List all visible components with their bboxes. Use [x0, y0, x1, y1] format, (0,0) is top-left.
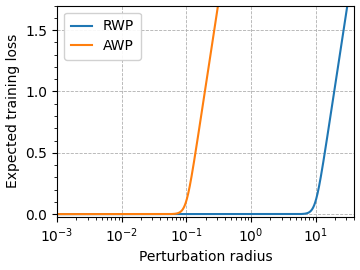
Line: RWP: RWP [57, 0, 355, 214]
AWP [182, 206, 186, 209]
AWP [169, 212, 173, 216]
RWP [55, 212, 59, 216]
RWP [314, 196, 319, 199]
RWP [106, 212, 111, 216]
Legend: RWP, AWP: RWP, AWP [64, 12, 141, 60]
RWP [169, 212, 173, 216]
RWP [182, 212, 186, 216]
Line: AWP: AWP [57, 0, 355, 214]
AWP [106, 212, 111, 216]
AWP [89, 212, 93, 216]
X-axis label: Perturbation radius: Perturbation radius [139, 251, 273, 264]
AWP [55, 212, 59, 216]
Y-axis label: Expected training loss: Expected training loss [5, 34, 19, 188]
RWP [89, 212, 93, 216]
